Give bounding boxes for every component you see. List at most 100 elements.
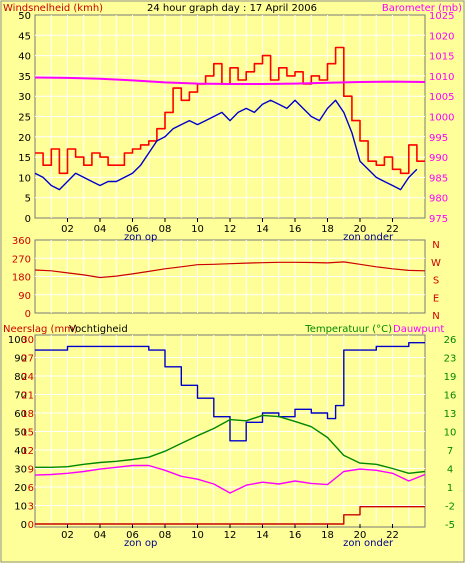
- temperature-ytick-label-1: 1: [447, 483, 453, 494]
- wind-xtick-label-02: 02: [61, 224, 74, 235]
- direction-ytick-label-0: 0: [25, 309, 31, 320]
- humidity-ytick-label-30: 30: [14, 465, 27, 476]
- temperature-ytick-label-10: 10: [444, 428, 457, 439]
- rain-xtick-label-18: 18: [321, 530, 334, 541]
- barometer-series: [34, 76, 426, 85]
- direction-ytick-label-90: 90: [18, 291, 31, 302]
- barometer-ytick-label-975: 975: [429, 214, 448, 225]
- humidity-ytick-label-0: 0: [21, 520, 27, 531]
- wind-ytick-label-50: 50: [18, 11, 31, 22]
- rain-xtick-label-04: 04: [94, 530, 107, 541]
- compass-label-4: N: [432, 311, 439, 322]
- barometer-ytick-label-1025: 1025: [429, 11, 454, 22]
- rain-ytick-label-12: 12: [21, 446, 34, 457]
- compass-label-1: W: [431, 258, 441, 269]
- humidity-axis-label: Vochtigheid: [69, 324, 128, 335]
- humidity-ytick-label-70: 70: [14, 391, 27, 402]
- rain-xtick-label-22: 22: [386, 530, 399, 541]
- humidity-ytick-label-40: 40: [14, 446, 27, 457]
- wind-xtick-label-14: 14: [256, 224, 269, 235]
- wind-ytick-label-25: 25: [18, 113, 31, 124]
- rain-xtick-label-08: 08: [159, 530, 172, 541]
- wind-ytick-label-10: 10: [18, 173, 31, 184]
- series-layer: [34, 46, 426, 525]
- direction-ytick-label-270: 270: [12, 254, 31, 265]
- rain-ytick-label-24: 24: [21, 372, 34, 383]
- wind-xtick-label-22: 22: [386, 224, 399, 235]
- wind-gust-series: [35, 46, 425, 175]
- wind-xtick-label-08: 08: [159, 224, 172, 235]
- barometer-ytick-label-1020: 1020: [429, 31, 454, 42]
- humidity-ytick-label-20: 20: [14, 483, 27, 494]
- wind-ytick-label-45: 45: [18, 31, 31, 42]
- rain-sunrise-label: zon op: [124, 538, 157, 549]
- rain-xtick-label-20: 20: [354, 530, 367, 541]
- compass-label-0: N: [432, 240, 439, 251]
- temperature-ytick-label-4: 4: [447, 465, 453, 476]
- compass-label-2: S: [433, 276, 439, 287]
- wind-xtick-label-06: 06: [126, 224, 139, 235]
- label-layer: Neerslag (mm) Vochtigheid Temperatuur (°…: [3, 11, 456, 549]
- rain-ytick-label-9: 9: [28, 465, 34, 476]
- wind-ytick-label-5: 5: [25, 194, 31, 205]
- rain-axis-label: Neerslag (mm): [3, 324, 78, 335]
- humidity-ytick-label-60: 60: [14, 409, 27, 420]
- wind-sunrise-label: zon op: [124, 232, 157, 243]
- barometer-axis-label: Barometer (mb): [382, 3, 462, 14]
- temperature-ytick-label-26: 26: [444, 335, 457, 346]
- wind-ytick-label-15: 15: [18, 153, 31, 164]
- humidity-ytick-label-90: 90: [14, 354, 27, 365]
- rain-sunset-label: zon onder: [343, 538, 394, 549]
- humidity-ytick-label-80: 80: [14, 372, 27, 383]
- rain-ytick-label-0: 0: [28, 520, 34, 531]
- rain-xtick-label-16: 16: [289, 530, 302, 541]
- rain-ytick-label-21: 21: [21, 391, 34, 402]
- compass-label-3: E: [433, 293, 439, 304]
- humidity-series: [35, 342, 425, 442]
- wind-sunset-label: zon onder: [343, 232, 394, 243]
- wind-ytick-label-20: 20: [18, 133, 31, 144]
- temperature-ytick-label-23: 23: [444, 354, 457, 365]
- barometer-ytick-label-985: 985: [429, 173, 448, 184]
- barometer-ytick-label-995: 995: [429, 133, 448, 144]
- wind-xtick-label-18: 18: [321, 224, 334, 235]
- rain-xtick-label-10: 10: [191, 530, 204, 541]
- barometer-ytick-label-1005: 1005: [429, 92, 454, 103]
- temperature-ytick-label-19: 19: [444, 372, 457, 383]
- wind-xtick-label-20: 20: [354, 224, 367, 235]
- humidity-ytick-label-10: 10: [14, 502, 27, 513]
- rain-ytick-label-30: 30: [21, 335, 34, 346]
- wind-xtick-label-10: 10: [191, 224, 204, 235]
- rain-xtick-label-02: 02: [61, 530, 74, 541]
- wind-ytick-label-30: 30: [18, 92, 31, 103]
- barometer-ytick-label-1010: 1010: [429, 72, 454, 83]
- rain-ytick-label-27: 27: [21, 354, 34, 365]
- rain-xtick-label-12: 12: [224, 530, 237, 541]
- rain-ytick-label-3: 3: [28, 502, 34, 513]
- direction-ytick-label-360: 360: [12, 236, 31, 247]
- temperature-ytick-label-13: 13: [444, 409, 457, 420]
- temperature-ytick-label--2: -2: [445, 502, 455, 513]
- barometer-ytick-label-990: 990: [429, 153, 448, 164]
- wind-ytick-label-0: 0: [25, 214, 31, 225]
- wind-ytick-label-35: 35: [18, 72, 31, 83]
- wind-ytick-label-40: 40: [18, 52, 31, 63]
- rain-xtick-label-14: 14: [256, 530, 269, 541]
- wind-xtick-label-04: 04: [94, 224, 107, 235]
- dewpoint-series: [34, 464, 426, 494]
- barometer-ytick-label-1015: 1015: [429, 52, 454, 63]
- wind-average-series: [34, 99, 418, 191]
- rain-series: [35, 506, 425, 525]
- dewpoint-axis-label: Dauwpunt: [393, 324, 444, 335]
- wind-axis-label: Windsnelheid (kmh): [3, 3, 103, 14]
- temperature-ytick-label-16: 16: [444, 391, 457, 402]
- temperature-ytick-label-7: 7: [447, 446, 453, 457]
- wind-xtick-label-16: 16: [289, 224, 302, 235]
- rain-ytick-label-6: 6: [28, 483, 34, 494]
- direction-ytick-label-180: 180: [12, 273, 31, 284]
- temperature-ytick-label--5: -5: [445, 520, 455, 531]
- barometer-ytick-label-980: 980: [429, 194, 448, 205]
